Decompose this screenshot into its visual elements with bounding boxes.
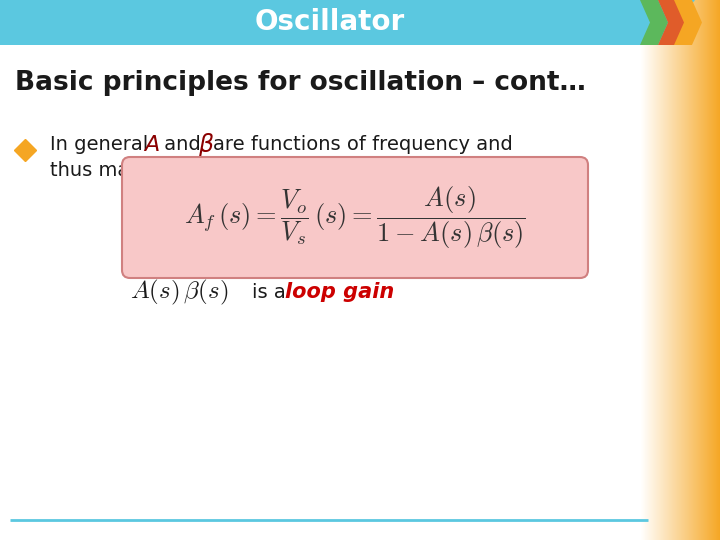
- Bar: [672, 0, 673, 540]
- Bar: [656, 0, 657, 540]
- Bar: [716, 0, 717, 540]
- FancyBboxPatch shape: [122, 157, 588, 278]
- Bar: [669, 0, 670, 540]
- Bar: [697, 0, 698, 540]
- Bar: [670, 0, 671, 540]
- Bar: [700, 0, 701, 540]
- Bar: [678, 0, 679, 540]
- Bar: [698, 0, 699, 540]
- Bar: [651, 0, 652, 540]
- Bar: [662, 0, 663, 540]
- Bar: [659, 0, 660, 540]
- FancyBboxPatch shape: [0, 0, 680, 45]
- Bar: [655, 0, 656, 540]
- Bar: [647, 0, 648, 540]
- Bar: [694, 0, 695, 540]
- Polygon shape: [0, 0, 695, 45]
- Bar: [705, 0, 706, 540]
- Bar: [666, 0, 667, 540]
- Bar: [683, 0, 684, 540]
- Bar: [682, 0, 683, 540]
- Text: Basic principles for oscillation – cont…: Basic principles for oscillation – cont…: [15, 70, 586, 96]
- Bar: [661, 0, 662, 540]
- Bar: [686, 0, 687, 540]
- Bar: [673, 0, 674, 540]
- Bar: [715, 0, 716, 540]
- Bar: [650, 0, 651, 540]
- Bar: [712, 0, 713, 540]
- Bar: [679, 0, 680, 540]
- Bar: [676, 0, 677, 540]
- Bar: [680, 0, 681, 540]
- Bar: [660, 0, 661, 540]
- Bar: [714, 0, 715, 540]
- Bar: [719, 0, 720, 540]
- Bar: [644, 0, 645, 540]
- Text: Oscillator: Oscillator: [255, 9, 405, 37]
- Bar: [663, 0, 664, 540]
- Bar: [692, 0, 693, 540]
- Bar: [648, 0, 649, 540]
- Polygon shape: [640, 0, 668, 45]
- Bar: [674, 0, 675, 540]
- Bar: [646, 0, 647, 540]
- Bar: [671, 0, 672, 540]
- Bar: [654, 0, 655, 540]
- Bar: [652, 0, 653, 540]
- Bar: [703, 0, 704, 540]
- Bar: [649, 0, 650, 540]
- Bar: [702, 0, 703, 540]
- Bar: [689, 0, 690, 540]
- Bar: [658, 0, 659, 540]
- Bar: [645, 0, 646, 540]
- Bar: [687, 0, 688, 540]
- Text: are functions of frequency and: are functions of frequency and: [213, 136, 513, 154]
- Text: is a: is a: [252, 282, 292, 301]
- Bar: [699, 0, 700, 540]
- Bar: [691, 0, 692, 540]
- Text: In general: In general: [50, 136, 155, 154]
- Text: loop gain: loop gain: [285, 282, 395, 302]
- Bar: [664, 0, 665, 540]
- Text: $\beta$: $\beta$: [198, 131, 215, 159]
- Bar: [657, 0, 658, 540]
- Bar: [653, 0, 654, 540]
- Text: $\mathit{A}$: $\mathit{A}$: [143, 135, 160, 155]
- Bar: [641, 0, 642, 540]
- Bar: [685, 0, 686, 540]
- Bar: [713, 0, 714, 540]
- Bar: [667, 0, 668, 540]
- Bar: [677, 0, 678, 540]
- Bar: [695, 0, 696, 540]
- Text: and: and: [158, 136, 207, 154]
- Text: thus may be written as;: thus may be written as;: [50, 161, 282, 180]
- Bar: [707, 0, 708, 540]
- Bar: [710, 0, 711, 540]
- Bar: [665, 0, 666, 540]
- Bar: [718, 0, 719, 540]
- Bar: [681, 0, 682, 540]
- Text: $A_f\,(s)=\dfrac{V_o}{V_s}\,(s)=\dfrac{A(s)}{1-A(s)\,\beta(s)}$: $A_f\,(s)=\dfrac{V_o}{V_s}\,(s)=\dfrac{A…: [184, 184, 526, 251]
- Bar: [696, 0, 697, 540]
- Bar: [643, 0, 644, 540]
- Bar: [688, 0, 689, 540]
- Bar: [704, 0, 705, 540]
- Bar: [668, 0, 669, 540]
- Polygon shape: [674, 0, 702, 45]
- Bar: [706, 0, 707, 540]
- Polygon shape: [658, 0, 686, 45]
- Polygon shape: [618, 0, 646, 45]
- Bar: [675, 0, 676, 540]
- Bar: [693, 0, 694, 540]
- Bar: [690, 0, 691, 540]
- Bar: [708, 0, 709, 540]
- Bar: [684, 0, 685, 540]
- Text: $A(s)\,\beta(s)$: $A(s)\,\beta(s)$: [130, 278, 228, 307]
- Bar: [701, 0, 702, 540]
- Bar: [717, 0, 718, 540]
- Bar: [642, 0, 643, 540]
- Bar: [640, 0, 641, 540]
- Bar: [709, 0, 710, 540]
- Bar: [711, 0, 712, 540]
